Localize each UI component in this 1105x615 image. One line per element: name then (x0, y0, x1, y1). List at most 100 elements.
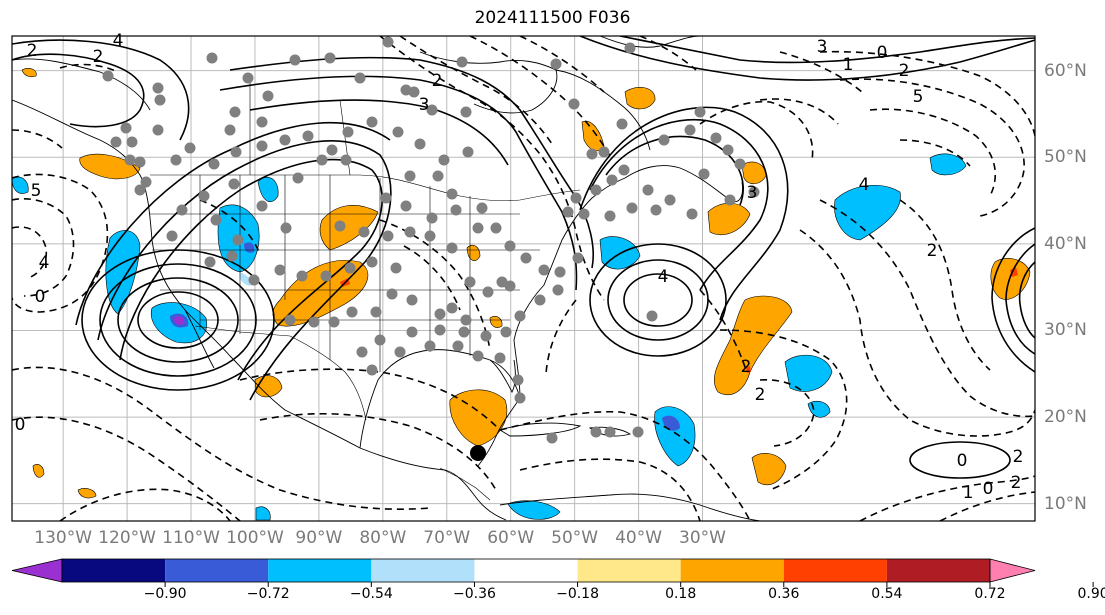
station-dot (504, 240, 516, 252)
station-dot (482, 286, 494, 298)
station-dot (110, 136, 122, 148)
colorbar-tick-label: −0.18 (556, 586, 599, 602)
contour-dashed (12, 226, 48, 279)
station-dot (632, 426, 644, 438)
station-dot (552, 284, 564, 296)
contour-label: 5 (31, 181, 42, 201)
colorbar-tick-label: 0.36 (768, 586, 800, 602)
contour-dashed (59, 488, 231, 521)
station-dot (460, 314, 472, 326)
station-dot (102, 70, 114, 82)
contour-label: 0 (983, 479, 994, 499)
colorbar-frame (61, 558, 991, 583)
contour-dashed (12, 198, 75, 297)
station-dot (604, 426, 616, 438)
contour-dashed (799, 229, 1035, 437)
contour-label: 2 (1011, 473, 1022, 493)
station-dot (642, 184, 654, 196)
contour-label: 2 (927, 241, 938, 261)
contour-dashed (399, 36, 553, 145)
station-dot (748, 186, 760, 198)
contour-dashed (939, 491, 1035, 521)
labrador (555, 69, 651, 151)
contour-dashed (469, 36, 611, 157)
station-dot (446, 242, 458, 254)
station-dot (134, 184, 146, 196)
us-east-coast (513, 177, 626, 399)
contour-dashed (403, 245, 461, 311)
station-dot (520, 252, 532, 264)
lightblue-shading (239, 272, 252, 286)
station-dot (326, 144, 338, 156)
station-dot (446, 188, 458, 200)
contour-atlantic-trough (605, 135, 744, 206)
map-frame (11, 35, 1036, 522)
station-dot (328, 316, 340, 328)
station-dot (176, 204, 188, 216)
station-dot (426, 212, 438, 224)
colorbar-tick-label: 0.18 (665, 586, 697, 602)
station-dot (578, 208, 590, 220)
blue-shading (255, 506, 271, 521)
station-dot (204, 256, 216, 268)
orange-shading (751, 453, 787, 486)
contour-label: 2 (93, 47, 104, 67)
contour-label: 4 (658, 267, 669, 287)
latitude-tick-label: 10°N (1044, 493, 1087, 514)
contour-dashed (199, 199, 261, 255)
station-dots (102, 36, 760, 444)
contour-label: 4 (859, 175, 870, 195)
purple-shading (174, 316, 185, 325)
canada-east (624, 165, 743, 202)
station-dot (198, 190, 210, 202)
station-dot (710, 132, 722, 144)
contour-low-pacific (81, 249, 275, 391)
south-america-north (499, 493, 761, 521)
map-title: 2024111500 F036 (474, 8, 631, 28)
longitude-tick-label: 40°W (615, 528, 663, 548)
station-dot (262, 90, 274, 102)
contour-alaska (12, 39, 190, 141)
station-dot (408, 86, 420, 98)
station-dot (224, 124, 236, 136)
station-dot (230, 146, 242, 158)
station-dot (414, 138, 426, 150)
contour-dashed (859, 475, 1035, 521)
blue-shading (12, 176, 29, 194)
station-dot (446, 302, 458, 314)
colorbar-segment (371, 559, 475, 582)
station-dot (512, 374, 524, 386)
station-dot (320, 270, 332, 282)
station-dot (154, 94, 166, 106)
longitude-tick-label: 110°W (162, 528, 220, 548)
station-dot (494, 352, 506, 364)
contour-dashed (12, 129, 63, 149)
orange-shading (624, 87, 656, 110)
contour-label: 0 (957, 451, 968, 471)
contour-low-atlantic (623, 273, 693, 327)
station-dot (590, 426, 602, 438)
station-dot (208, 158, 220, 170)
contour-dashed (839, 78, 1025, 217)
station-dot (354, 72, 366, 84)
station-dot (450, 204, 462, 216)
station-dot (456, 56, 468, 68)
longitude-tick-label: 60°W (487, 528, 535, 548)
station-dot (256, 200, 268, 212)
gulf-of-mexico-coast (359, 349, 521, 467)
contour-high-atlantic (909, 441, 1011, 479)
station-dot (480, 330, 492, 342)
station-dot (546, 432, 558, 444)
station-dot (124, 154, 136, 166)
station-dot (232, 234, 244, 246)
colorbar-tick-label: −0.72 (246, 586, 290, 602)
colorbar-segment (165, 559, 269, 582)
station-dot (404, 170, 416, 182)
station-dot (562, 206, 574, 218)
station-dot (292, 172, 304, 184)
station-dot (152, 82, 164, 94)
station-dot (490, 222, 502, 234)
station-dot (694, 106, 706, 118)
colorbar-segment (886, 559, 990, 582)
